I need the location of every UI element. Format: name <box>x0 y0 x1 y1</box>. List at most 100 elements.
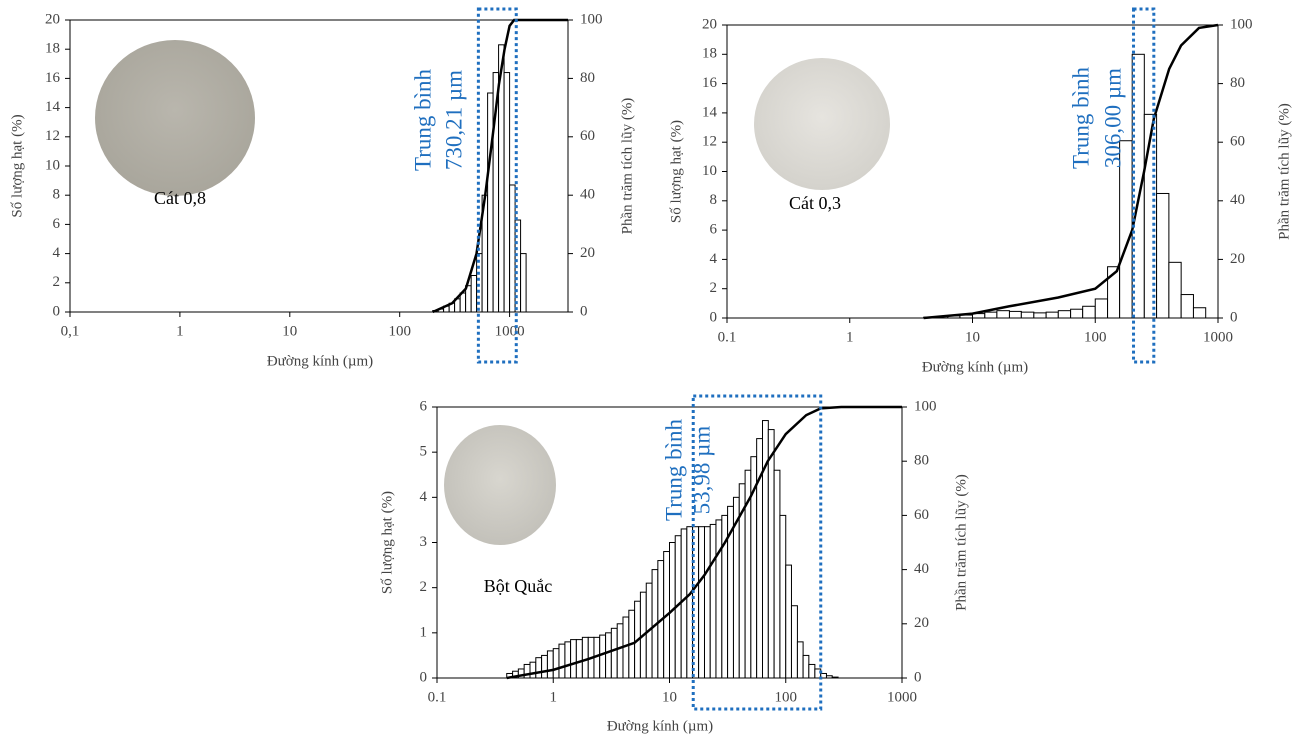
x-axis-label: Đường kính (µm) <box>922 359 1028 375</box>
y-tick-label: 4 <box>420 489 428 505</box>
y-tick-label: 18 <box>45 41 60 57</box>
y2-tick-label: 0 <box>914 669 922 685</box>
y-axis-label: Số lượng hạt (%) <box>9 114 25 217</box>
bar <box>1094 298 1109 319</box>
x-tick-label: 0.1 <box>718 329 737 345</box>
y-tick-label: 14 <box>702 104 718 120</box>
bar <box>487 92 494 313</box>
mean-annotation: 730,21 µm <box>441 70 466 170</box>
y-tick-label: 2 <box>710 280 718 296</box>
x-tick-label: 100 <box>388 323 411 339</box>
y-tick-label: 0 <box>53 303 61 319</box>
bar <box>1020 311 1035 319</box>
y2-tick-label: 100 <box>1230 16 1253 32</box>
highlight-box <box>476 7 518 364</box>
sample-label: Bột Quắc <box>484 576 552 596</box>
y2-tick-label: 100 <box>580 11 603 27</box>
y-axis-label: Số lượng hạt (%) <box>379 491 395 594</box>
y2-tick-label: 60 <box>1230 134 1245 150</box>
x-tick-label: 0,1 <box>61 323 80 339</box>
x-tick-label: 1000 <box>1203 329 1233 345</box>
mean-annotation: Trung bình <box>410 68 435 171</box>
x-tick-label: 10 <box>662 689 677 705</box>
bar <box>1070 308 1084 319</box>
y-tick-label: 4 <box>710 251 718 267</box>
y-tick-label: 6 <box>710 222 718 238</box>
y-tick-label: 8 <box>53 187 61 203</box>
bar <box>996 310 1010 319</box>
y-tick-label: 0 <box>710 309 718 325</box>
bar <box>680 528 688 679</box>
bar <box>599 634 607 679</box>
y-tick-label: 18 <box>702 46 717 62</box>
y-tick-label: 3 <box>420 534 428 550</box>
bar <box>564 641 572 679</box>
bar <box>709 523 717 679</box>
y2-tick-label: 20 <box>914 615 929 631</box>
bar <box>773 469 781 679</box>
bar <box>529 661 537 679</box>
y-tick-label: 6 <box>53 216 61 232</box>
y-tick-label: 20 <box>45 11 60 27</box>
bar <box>1180 294 1194 319</box>
y2-tick-label: 40 <box>580 187 595 203</box>
x-tick-label: 1000 <box>495 323 525 339</box>
x-tick-label: 0.1 <box>428 689 447 705</box>
y-tick-label: 12 <box>702 134 717 150</box>
bar <box>541 654 548 679</box>
bar <box>459 292 467 313</box>
bar <box>546 650 554 679</box>
sample-label: Cát 0,3 <box>789 193 841 213</box>
y-tick-label: 0 <box>420 669 428 685</box>
bar <box>470 275 478 313</box>
bar <box>1082 305 1096 319</box>
x-tick-label: 1000 <box>887 689 917 705</box>
bar <box>610 627 618 679</box>
bar <box>552 648 560 679</box>
sample-photo <box>95 40 255 196</box>
x-tick-label: 10 <box>282 323 297 339</box>
cumulative-line <box>923 23 1219 320</box>
bar <box>790 605 798 679</box>
bar <box>1168 261 1182 319</box>
bar <box>785 564 792 679</box>
x-tick-label: 1 <box>550 689 558 705</box>
y2-axis-label: Phần trăm tích lũy (%) <box>953 474 969 611</box>
bar <box>825 675 833 679</box>
bar <box>509 184 516 313</box>
bar <box>570 639 577 679</box>
y-tick-label: 16 <box>45 70 61 86</box>
y2-tick-label: 0 <box>580 303 588 319</box>
bar <box>767 429 775 679</box>
bar <box>1156 192 1170 319</box>
x-axis-label: Đường kính (µm) <box>607 718 713 734</box>
y-tick-label: 16 <box>702 75 718 91</box>
y-tick-label: 14 <box>45 99 61 115</box>
cumulative-line <box>432 18 568 314</box>
bar <box>802 654 810 679</box>
bar <box>575 639 583 679</box>
sample-photo <box>754 58 890 190</box>
y-tick-label: 1 <box>420 624 428 640</box>
mean-annotation: Trung bình <box>661 418 686 521</box>
x-tick-label: 10 <box>965 329 980 345</box>
bar <box>831 676 839 679</box>
y-tick-label: 10 <box>45 157 60 173</box>
bar <box>558 643 566 679</box>
bar <box>1057 310 1072 319</box>
y2-tick-label: 20 <box>580 245 595 261</box>
y2-tick-label: 60 <box>914 507 929 523</box>
y-tick-label: 12 <box>45 128 60 144</box>
bar <box>520 253 527 313</box>
bar <box>698 526 705 679</box>
bar <box>616 623 624 679</box>
y2-tick-label: 100 <box>914 398 937 414</box>
y-tick-label: 6 <box>420 398 428 414</box>
bar <box>796 641 804 679</box>
bar <box>503 72 511 313</box>
bar <box>535 657 543 679</box>
y-tick-label: 20 <box>702 16 717 32</box>
mean-annotation: 53,98 µm <box>689 426 714 515</box>
y2-tick-label: 40 <box>1230 192 1245 208</box>
